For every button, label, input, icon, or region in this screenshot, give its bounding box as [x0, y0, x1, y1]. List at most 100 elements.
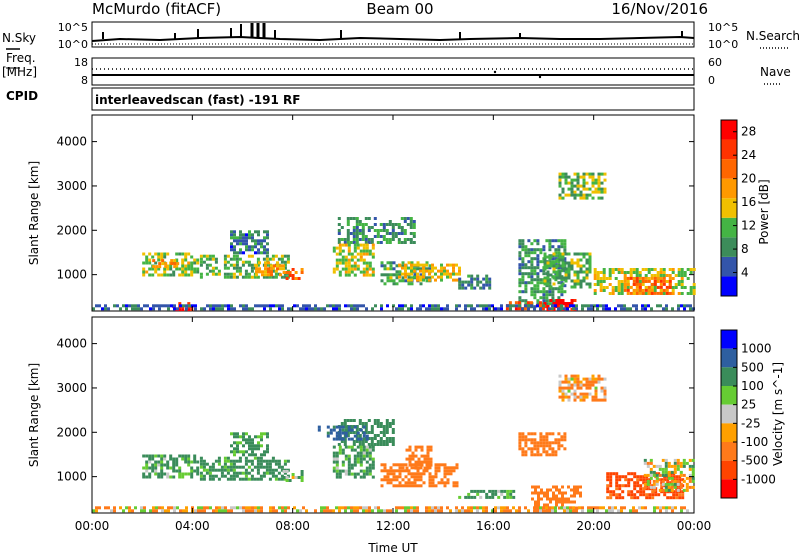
scatter-cell: [320, 509, 323, 513]
scatter-cell: [412, 220, 416, 223]
scatter-cell: [386, 475, 390, 479]
scatter-cell: [596, 274, 600, 277]
scatter-cell: [539, 444, 543, 448]
scatter-cell: [691, 473, 695, 477]
scatter-cell: [530, 441, 534, 445]
scatter-cell: [308, 304, 311, 308]
scatter-cell: [564, 395, 568, 399]
scatter-cell: [678, 478, 682, 482]
scatter-cell: [178, 466, 182, 470]
scatter-cell: [116, 304, 119, 308]
scatter-cell: [365, 267, 369, 271]
scatter-cell: [261, 270, 264, 274]
scatter-cell: [564, 497, 567, 501]
scatter-cell: [557, 287, 561, 291]
scatter-cell: [131, 307, 134, 311]
scatter-cell: [536, 275, 540, 279]
scatter-cell: [140, 509, 143, 513]
scatter-cell: [160, 252, 164, 256]
scatter-cell: [667, 485, 671, 489]
nave-label: Nave: [760, 65, 791, 79]
scatter-cell: [163, 255, 167, 259]
scatter-cell: [680, 292, 684, 295]
scatter-cell: [244, 468, 248, 472]
scatter-cell: [380, 273, 384, 277]
scatter-cell: [688, 464, 692, 468]
scatter-cell: [376, 419, 380, 422]
scatter-cell: [419, 307, 422, 311]
scatter-cell: [145, 460, 149, 464]
scatter-cell: [347, 258, 351, 262]
scatter-cell: [530, 438, 534, 442]
scatter-cell: [395, 276, 399, 280]
scatter-cell: [253, 456, 257, 460]
scatter-cell: [549, 299, 553, 302]
scatter-cell: [609, 481, 613, 485]
scatter-cell: [434, 506, 437, 510]
scatter-cell: [184, 454, 188, 458]
scatter-cell: [440, 272, 443, 276]
scatter-cell: [365, 270, 369, 274]
scatter-cell: [160, 469, 164, 473]
scatter-cell: [403, 241, 407, 244]
scatter-cell: [538, 304, 542, 308]
scatter-cell: [449, 466, 453, 470]
scatter-cell: [488, 277, 492, 281]
scatter-cell: [362, 445, 366, 449]
scatter-cell: [680, 280, 684, 283]
scatter-cell: [569, 509, 572, 513]
scatter-cell: [173, 262, 177, 266]
scatter-cell: [332, 469, 336, 473]
scatter-cell: [344, 431, 348, 435]
scatter-cell: [214, 272, 218, 276]
scatter-cell: [370, 431, 374, 434]
scatter-cell: [412, 241, 416, 244]
scatter-cell: [676, 458, 680, 462]
scatter-cell: [262, 474, 266, 478]
scatter-cell: [266, 230, 269, 234]
scatter-cell: [383, 466, 387, 470]
scatter-cell: [600, 172, 604, 176]
scatter-cell: [410, 481, 414, 485]
scatter-cell: [524, 251, 528, 255]
scatter-cell: [545, 438, 549, 442]
scatter-cell: [253, 477, 257, 481]
scatter-cell: [395, 282, 399, 286]
scatter-cell: [411, 457, 415, 461]
scatter-cell: [370, 238, 374, 241]
scatter-cell: [154, 261, 158, 265]
scatter-cell: [229, 474, 233, 478]
scatter-cell: [603, 389, 607, 393]
scatter-cell: [244, 272, 248, 276]
scatter-cell: [344, 428, 348, 432]
scatter-cell: [555, 264, 559, 268]
scatter-cell: [485, 509, 488, 513]
scatter-cell: [335, 472, 339, 476]
scatter-cell: [570, 392, 574, 396]
scatter-cell: [382, 238, 386, 241]
scatter-cell: [624, 484, 628, 488]
scatter-cell: [353, 267, 357, 271]
scatter-cell: [235, 459, 239, 463]
scatter-cell: [685, 485, 689, 489]
scatter-cell: [230, 236, 233, 240]
scatter-cell: [230, 248, 233, 252]
scatter-cell: [449, 472, 453, 476]
scatter-cell: [355, 434, 359, 437]
scatter-cell: [368, 454, 372, 458]
scatter-cell: [643, 485, 647, 489]
scatter-cell: [648, 478, 652, 482]
scatter-cell: [533, 287, 537, 291]
scatter-cell: [545, 284, 549, 288]
scatter-cell: [251, 236, 254, 240]
scatter-cell: [397, 238, 401, 241]
scatter-cell: [676, 464, 680, 468]
scatter-cell: [434, 475, 438, 479]
scatter-cell: [379, 443, 383, 446]
scatter-cell: [236, 447, 239, 451]
scatter-cell: [573, 285, 577, 289]
scatter-cell: [220, 465, 224, 469]
scatter-cell: [653, 268, 657, 271]
scatter-cell: [431, 478, 435, 482]
scatter-cell: [536, 453, 540, 457]
